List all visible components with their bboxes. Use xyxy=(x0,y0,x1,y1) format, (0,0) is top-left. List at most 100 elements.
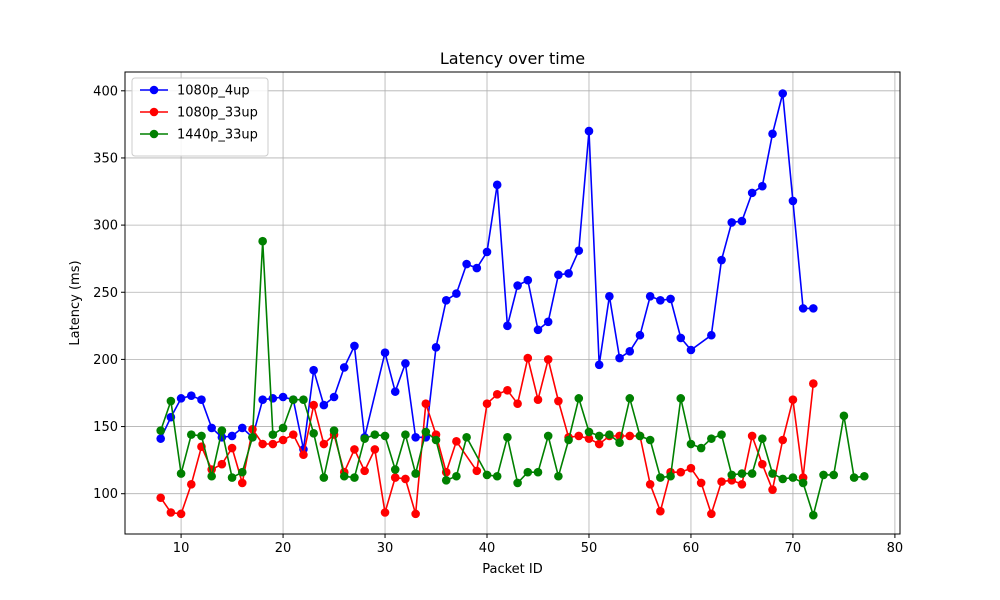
legend-item: 1080p_33up xyxy=(140,106,258,121)
data-point xyxy=(441,296,451,305)
data-point xyxy=(686,463,696,473)
x-tick-label: 80 xyxy=(887,541,904,556)
series-1440p_33up xyxy=(156,236,869,520)
data-point xyxy=(625,394,635,403)
data-point xyxy=(819,470,828,480)
data-point xyxy=(696,478,706,488)
data-point xyxy=(676,333,686,343)
x-axis: 10 20 30 40 50 60 70 80 xyxy=(173,534,903,556)
data-point xyxy=(237,467,247,477)
data-point xyxy=(513,478,522,488)
data-point xyxy=(207,423,216,433)
data-point xyxy=(584,427,594,437)
data-point xyxy=(309,428,318,438)
data-point xyxy=(737,480,747,489)
data-point xyxy=(227,473,237,482)
data-point xyxy=(758,459,767,469)
data-point xyxy=(615,438,624,447)
data-point xyxy=(401,474,410,484)
data-point xyxy=(768,485,777,494)
data-point xyxy=(554,270,563,280)
data-point xyxy=(217,459,227,469)
data-point xyxy=(278,392,288,402)
data-point xyxy=(268,439,278,449)
data-point xyxy=(197,395,206,404)
data-point xyxy=(635,431,645,441)
data-point xyxy=(411,509,420,519)
data-point xyxy=(421,399,431,409)
data-point xyxy=(166,396,176,406)
data-point xyxy=(350,341,359,351)
data-point xyxy=(860,471,869,481)
x-tick-label: 70 xyxy=(785,541,802,556)
data-point xyxy=(778,474,788,484)
data-point xyxy=(645,480,655,489)
data-point xyxy=(309,365,318,375)
data-point xyxy=(554,396,563,406)
data-point xyxy=(574,246,584,255)
data-point xyxy=(462,259,471,269)
data-point xyxy=(717,477,726,486)
data-point xyxy=(492,390,502,399)
data-point xyxy=(156,493,165,503)
data-point xyxy=(176,394,186,403)
data-point xyxy=(707,509,716,519)
data-point xyxy=(339,471,349,481)
data-point xyxy=(809,304,818,313)
data-point xyxy=(727,218,737,227)
data-point xyxy=(523,275,533,285)
data-point xyxy=(503,321,512,331)
y-tick-label: 250 xyxy=(93,286,118,301)
data-point xyxy=(737,469,747,478)
legend-label: 1080p_4up xyxy=(177,84,250,99)
data-point xyxy=(768,129,777,139)
data-point xyxy=(686,345,696,355)
data-point xyxy=(207,471,216,481)
data-point xyxy=(798,478,808,488)
data-point xyxy=(227,443,237,453)
data-point xyxy=(605,430,614,439)
data-point xyxy=(258,395,267,404)
data-point xyxy=(411,433,420,442)
data-point xyxy=(717,430,726,439)
data-point xyxy=(686,439,696,449)
data-point xyxy=(788,196,798,206)
data-point xyxy=(727,470,737,480)
data-point xyxy=(523,467,533,477)
data-point xyxy=(452,437,461,446)
data-point xyxy=(594,360,604,370)
data-point xyxy=(309,400,318,410)
x-tick-label: 40 xyxy=(479,541,496,556)
data-point xyxy=(217,426,227,435)
data-point xyxy=(615,353,624,363)
data-point xyxy=(360,466,369,476)
data-point xyxy=(513,399,522,409)
data-point xyxy=(503,385,512,395)
data-point xyxy=(370,430,380,439)
data-point xyxy=(645,291,655,301)
data-point xyxy=(186,391,196,400)
data-point xyxy=(278,435,288,445)
data-point xyxy=(778,89,788,98)
data-point xyxy=(594,431,604,441)
data-point xyxy=(503,433,512,442)
data-point xyxy=(452,471,461,481)
data-point xyxy=(656,506,665,516)
data-point xyxy=(809,379,818,388)
data-point xyxy=(258,439,267,449)
data-point xyxy=(533,467,543,477)
data-point xyxy=(288,395,298,404)
data-point xyxy=(635,330,645,340)
data-point xyxy=(849,473,859,482)
data-point xyxy=(472,263,482,273)
data-point xyxy=(350,445,359,454)
data-point xyxy=(268,394,278,403)
data-point xyxy=(676,394,686,403)
data-point xyxy=(666,294,675,304)
data-point xyxy=(747,469,757,478)
data-point xyxy=(380,348,390,357)
data-point xyxy=(758,181,767,191)
legend-item: 1440p_33up xyxy=(140,128,258,143)
series-line xyxy=(160,357,815,515)
